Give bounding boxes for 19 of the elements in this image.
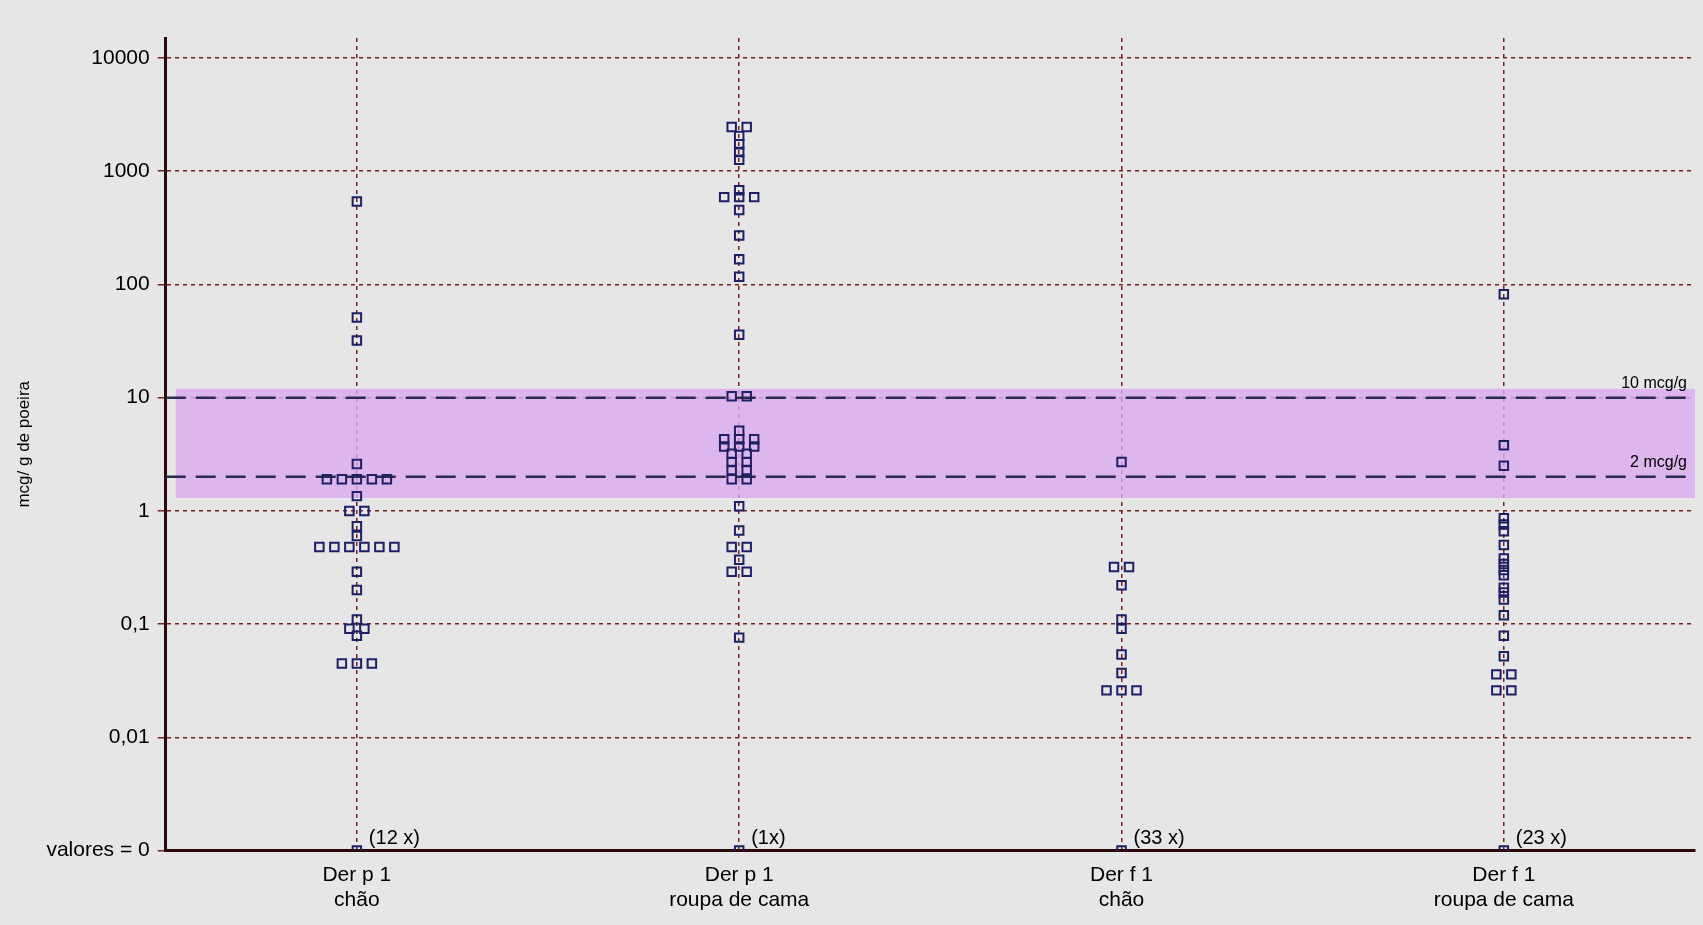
y-tick-label: 100 <box>114 271 150 295</box>
annotation: (33 x) <box>1133 826 1185 849</box>
annotation: (1x) <box>751 826 786 849</box>
annotation: (23 x) <box>1515 826 1567 849</box>
x-tick-label: Der f 1 roupa de cama <box>1433 862 1575 911</box>
y-tick-label: valores = 0 <box>46 837 150 861</box>
annotation: (12 x) <box>368 826 420 849</box>
y-tick-label: 0,1 <box>120 610 150 634</box>
y-tick-label: 1000 <box>102 157 150 181</box>
ref-line-label: 10 mcg/g <box>1621 374 1687 392</box>
x-tick-label: Der p 1 chão <box>322 862 392 911</box>
x-tick-label: Der f 1 chão <box>1090 862 1154 911</box>
x-tick-label: Der p 1 roupa de cama <box>669 862 810 911</box>
y-tick-label: 0,01 <box>108 724 150 748</box>
y-tick-label: 1 <box>138 497 150 521</box>
y-tick-label: 10 <box>126 384 150 408</box>
y-axis-title: mcg/ g de poeira <box>13 380 33 508</box>
ref-line-label: 2 mcg/g <box>1630 453 1687 471</box>
y-tick-label: 10000 <box>91 44 150 68</box>
